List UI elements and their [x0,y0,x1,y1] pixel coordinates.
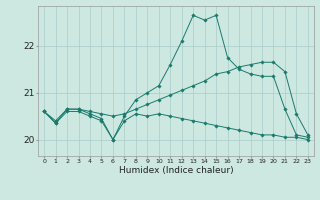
X-axis label: Humidex (Indice chaleur): Humidex (Indice chaleur) [119,166,233,175]
